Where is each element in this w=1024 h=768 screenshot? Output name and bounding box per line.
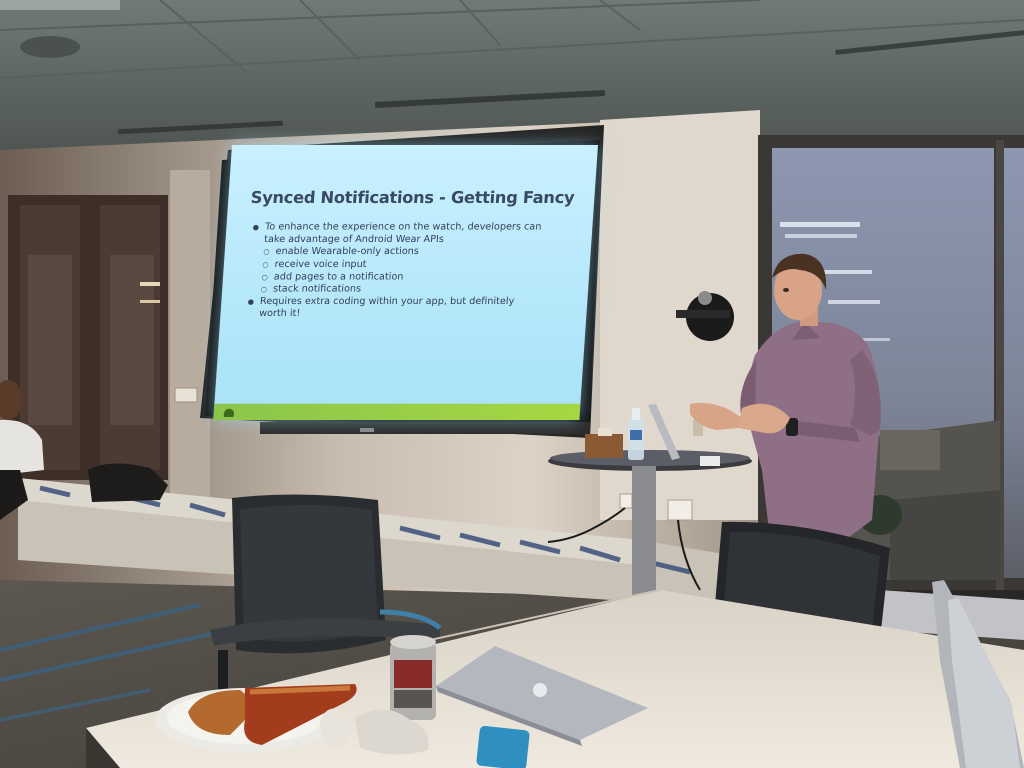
laptop-screen-back [948,598,1020,768]
napkin [355,709,429,755]
tissue-box [585,434,623,458]
wall-outlet [667,499,693,521]
slide-bullet: Requires extra coding within your app, b… [247,296,573,308]
napkin [320,708,352,751]
power-cable [547,507,626,543]
light-switch [693,420,703,436]
laptop-on-podium [648,404,680,460]
slide-title: Synced Notifications - Getting Fancy [250,187,576,208]
pizza-plate [155,684,357,752]
speaker-vent [20,36,80,58]
smartphone [476,725,530,768]
slide-bullet-continuation: take advantage of Android Wear APIs [263,233,445,246]
slide-sub-bullet: receive voice input [250,259,576,271]
backpack [88,463,168,502]
office-chair [210,494,442,720]
presenter-head [774,260,822,320]
android-icon [223,408,235,417]
wall-outlet [174,387,198,403]
slide-bullet-continuation: worth it! [258,308,301,320]
macbook-laptop [436,646,648,746]
power-cable [677,519,701,591]
wall-camera [676,291,734,341]
podium-table [548,404,752,596]
slide-sub-bullet: enable Wearable-only actions [251,246,577,258]
wristwatch [786,418,798,436]
air-vent [375,89,605,109]
slide-sub-bullet: stack notifications [248,284,574,296]
slide-bullet-list: To enhance the experience on the watch, … [246,221,578,320]
presentation-slide: Synced Notifications - Getting Fancy To … [213,145,599,420]
carpet-stripes [0,603,231,722]
slide-bullet: To enhance the experience on the watch, … [252,221,578,233]
slide-sub-bullet: add pages to a notification [249,271,575,283]
soda-can [390,635,436,720]
air-vent [118,120,284,135]
air-vent [835,30,1024,55]
ceiling [0,0,1024,150]
attendee-left [0,380,44,520]
wall-outlet [619,493,633,509]
slide-footer-bar [213,403,581,420]
